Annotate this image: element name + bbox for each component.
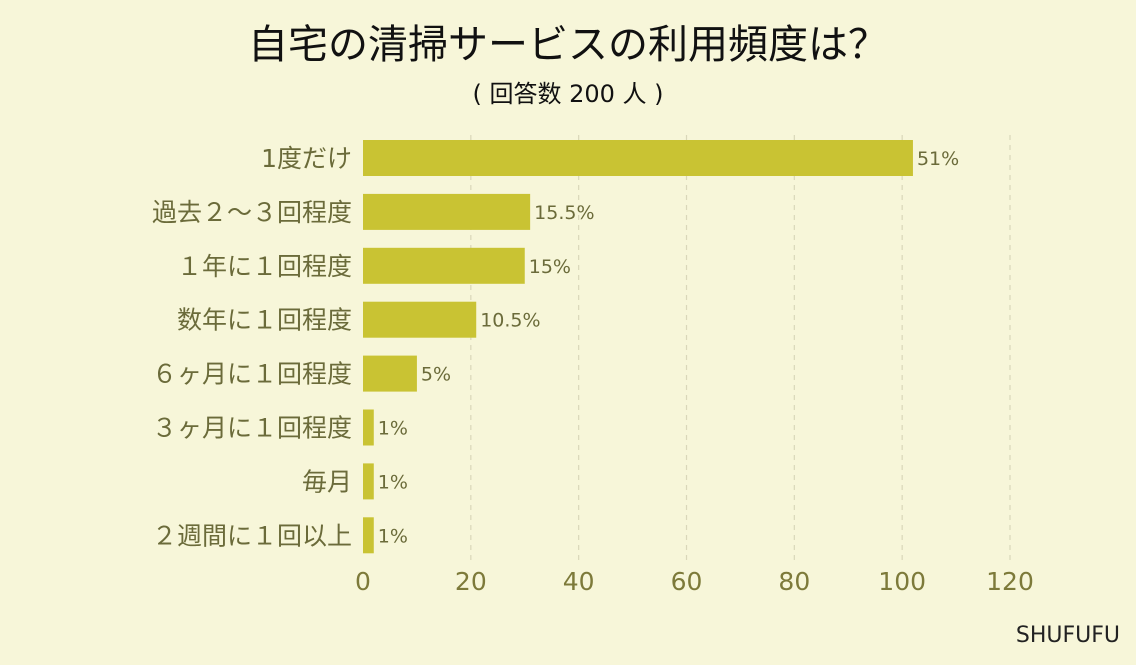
category-label: １年に１回程度 — [177, 252, 352, 281]
x-tick-label: 80 — [778, 567, 810, 596]
bar — [363, 355, 417, 392]
category-label: ２週間に１回以上 — [152, 521, 352, 550]
data-labels: 51% 15.5% 15% 10.5% 5% 1% 1% 1% — [378, 148, 959, 547]
x-tick-label: 100 — [878, 567, 926, 596]
data-label: 5% — [421, 364, 451, 386]
x-tick-label: 40 — [563, 567, 595, 596]
category-label: ６ヶ月に１回程度 — [152, 360, 352, 389]
x-tick-label: 60 — [671, 567, 703, 596]
data-label: 51% — [917, 148, 959, 170]
bar — [363, 517, 374, 554]
data-label: 15% — [529, 256, 571, 278]
category-label: 1度だけ — [261, 144, 352, 173]
data-label: 1% — [378, 525, 408, 547]
x-tick-label: 0 — [355, 567, 371, 596]
x-tick-label: 20 — [455, 567, 487, 596]
data-label: 1% — [378, 471, 408, 493]
data-label: 15.5% — [534, 202, 594, 224]
chart-title: 自宅の清掃サービスの利用頻度は？ — [248, 22, 888, 68]
data-label: 1% — [378, 418, 408, 440]
bars — [363, 140, 913, 554]
bar — [363, 409, 374, 446]
category-label: 毎月 — [302, 467, 352, 496]
brand-logo: SHUFUFU — [1016, 623, 1120, 648]
chart-subtitle: ( 回答数 200 人 ) — [472, 80, 663, 108]
category-label: 過去２～３回程度 — [152, 198, 352, 227]
bar — [363, 193, 531, 230]
bar — [363, 463, 374, 500]
x-axis-ticks: 0 20 40 60 80 100 120 — [355, 567, 1034, 596]
bar — [363, 301, 477, 338]
bar — [363, 247, 525, 284]
x-tick-label: 120 — [986, 567, 1034, 596]
category-label: 数年に１回程度 — [177, 306, 352, 335]
bar — [363, 140, 913, 176]
category-label: ３ヶ月に１回程度 — [152, 414, 352, 443]
data-label: 10.5% — [480, 310, 540, 332]
gridlines — [470, 135, 1011, 560]
